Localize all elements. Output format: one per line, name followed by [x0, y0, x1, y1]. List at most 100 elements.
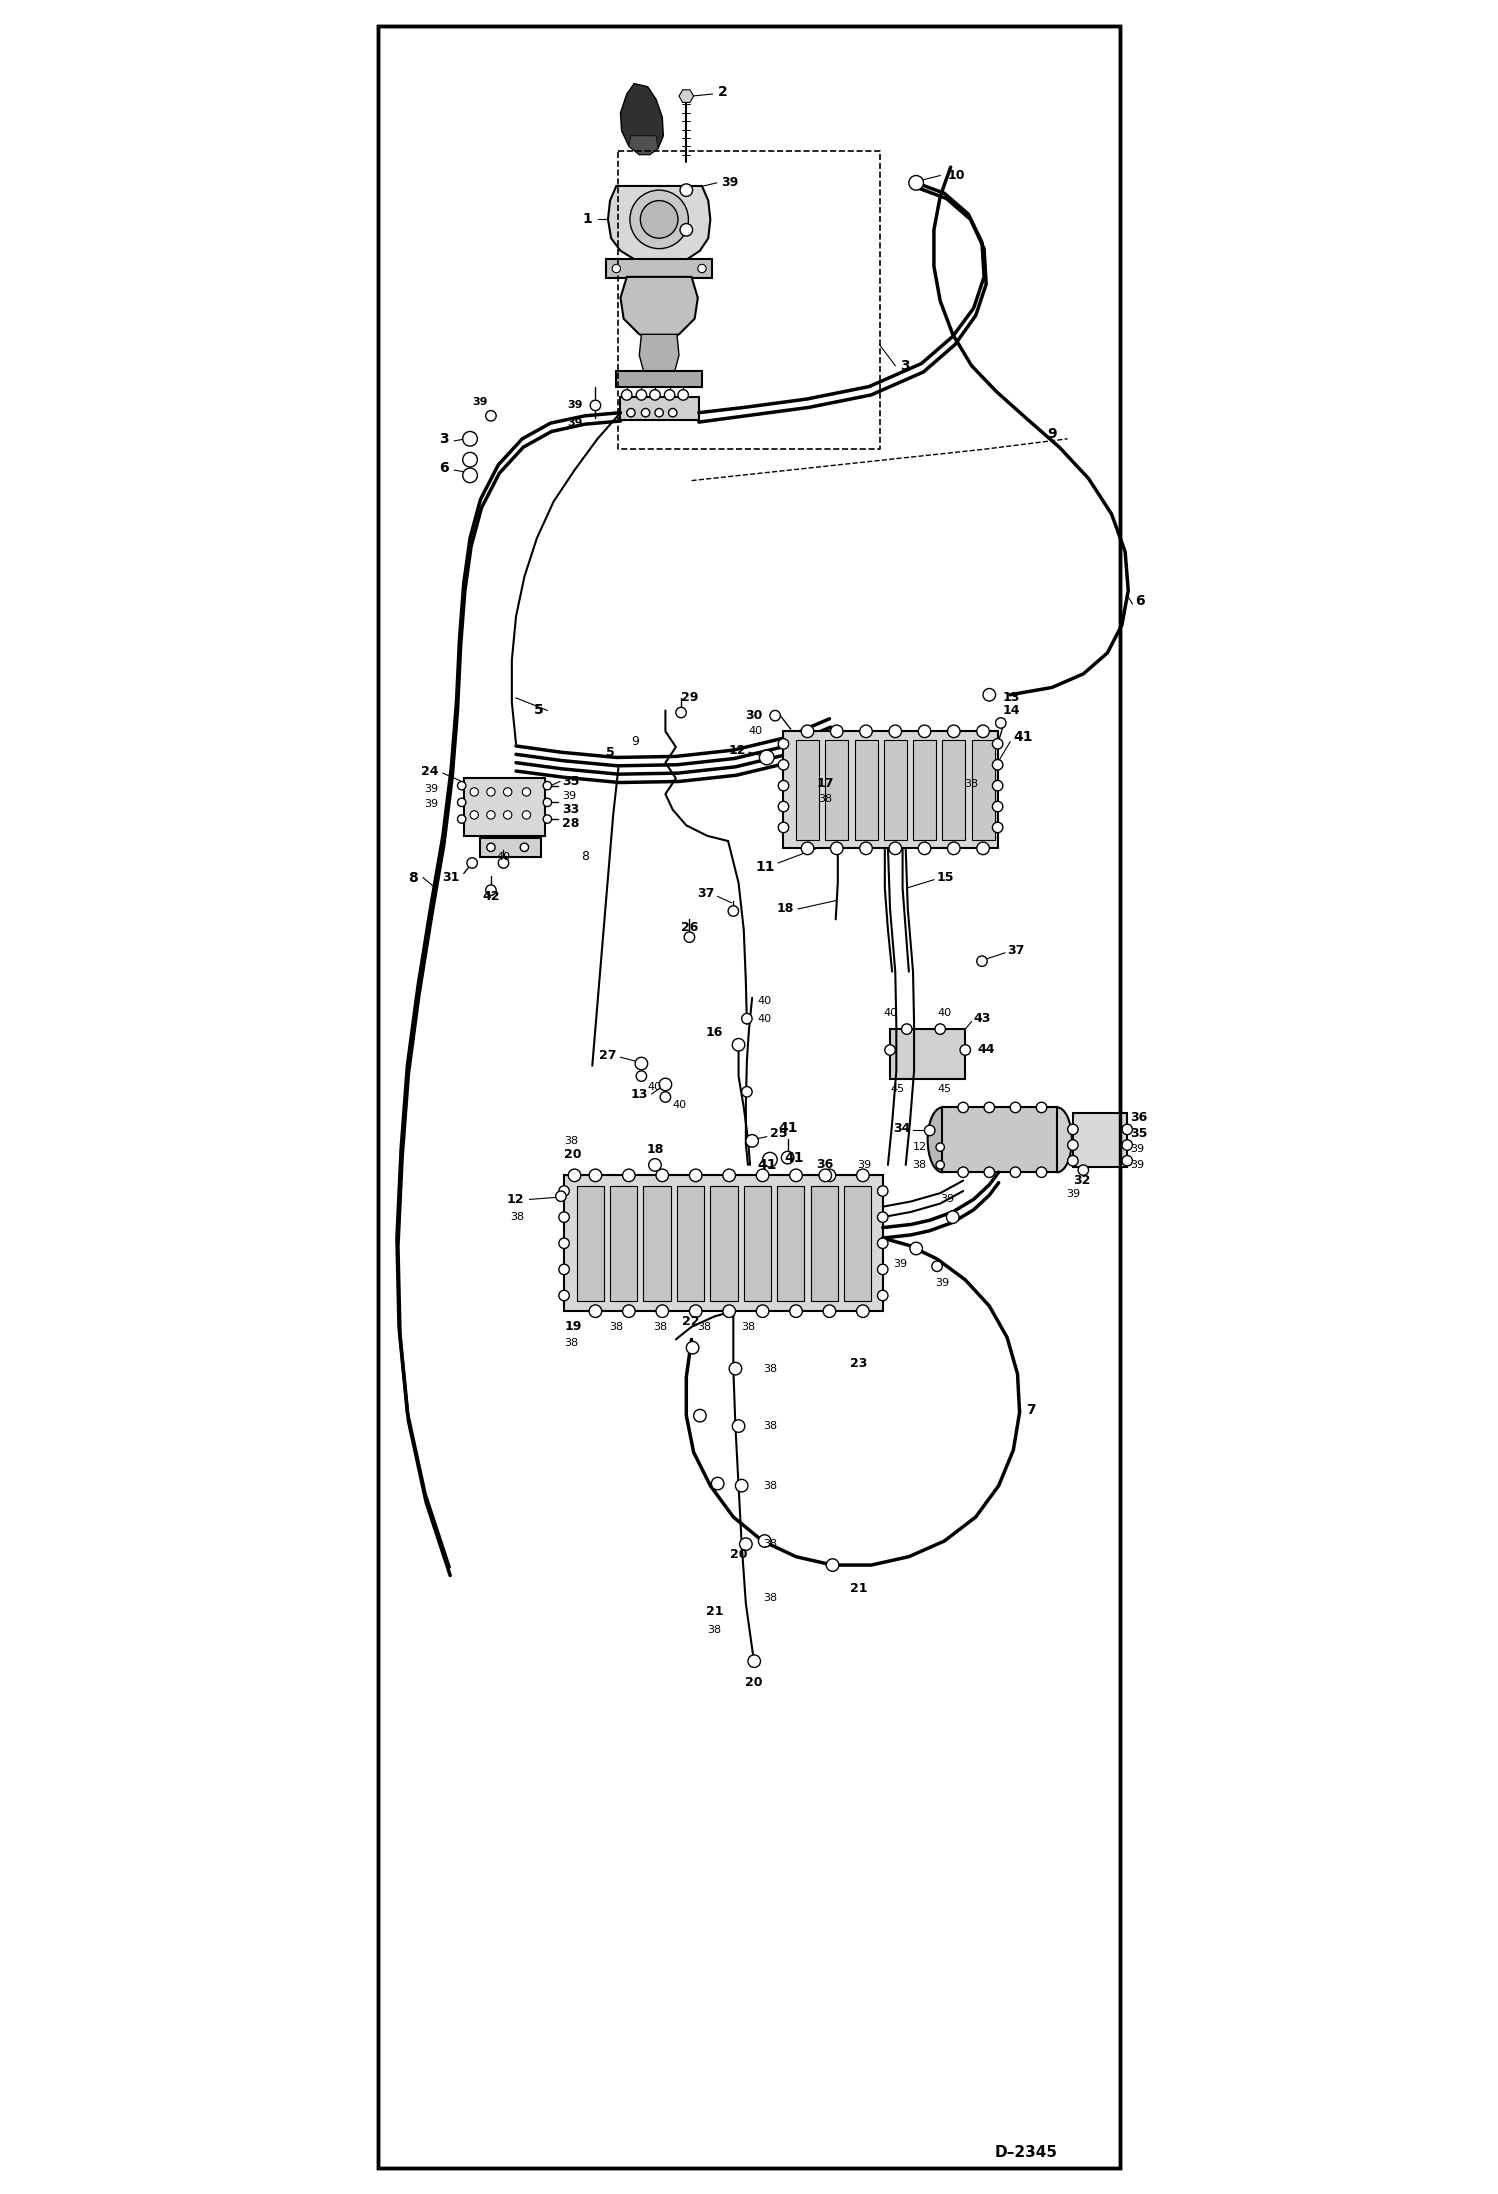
- Text: 3: 3: [900, 358, 911, 373]
- Circle shape: [860, 724, 872, 737]
- Text: 13: 13: [1002, 691, 1020, 704]
- Text: 37: 37: [697, 886, 715, 900]
- Circle shape: [770, 711, 780, 722]
- Text: 12: 12: [506, 1194, 524, 1207]
- Polygon shape: [608, 186, 710, 263]
- Text: 38: 38: [762, 1365, 777, 1373]
- Circle shape: [724, 1305, 736, 1316]
- Text: 42: 42: [482, 891, 500, 904]
- Circle shape: [568, 1169, 581, 1183]
- Circle shape: [487, 788, 496, 796]
- Circle shape: [1010, 1167, 1020, 1178]
- Text: 29: 29: [682, 691, 698, 704]
- Circle shape: [559, 1211, 569, 1222]
- Circle shape: [948, 724, 960, 737]
- Circle shape: [993, 801, 1002, 812]
- Text: 45: 45: [938, 1084, 951, 1093]
- Circle shape: [878, 1185, 888, 1196]
- Bar: [644, 1185, 671, 1301]
- Circle shape: [984, 1167, 995, 1178]
- Circle shape: [801, 842, 813, 856]
- Circle shape: [637, 391, 647, 399]
- Text: 38: 38: [762, 1593, 777, 1604]
- Text: 38: 38: [818, 794, 833, 805]
- Circle shape: [665, 391, 674, 399]
- Circle shape: [830, 842, 843, 856]
- Text: 38: 38: [610, 1321, 623, 1332]
- Circle shape: [559, 1290, 569, 1301]
- Text: 12: 12: [728, 744, 746, 757]
- Text: 10: 10: [948, 169, 965, 182]
- Text: 39: 39: [568, 419, 583, 428]
- Circle shape: [932, 1262, 942, 1273]
- Circle shape: [1122, 1156, 1132, 1165]
- Text: 17: 17: [816, 777, 834, 790]
- Circle shape: [983, 689, 996, 702]
- Text: 40: 40: [496, 851, 511, 862]
- Text: 33: 33: [562, 803, 580, 816]
- Circle shape: [650, 391, 661, 399]
- Circle shape: [589, 1169, 602, 1183]
- Circle shape: [499, 858, 509, 869]
- Circle shape: [779, 759, 789, 770]
- Text: 39: 39: [935, 1277, 950, 1288]
- Text: 38: 38: [707, 1626, 722, 1635]
- Text: 8: 8: [407, 871, 418, 884]
- Bar: [777, 1185, 804, 1301]
- Text: 13: 13: [631, 1088, 647, 1101]
- Text: 30: 30: [745, 709, 762, 722]
- Circle shape: [779, 823, 789, 834]
- Circle shape: [936, 1143, 944, 1152]
- Text: 20: 20: [565, 1147, 581, 1161]
- Circle shape: [736, 1479, 748, 1492]
- Circle shape: [909, 1242, 923, 1255]
- Circle shape: [819, 1169, 831, 1183]
- Polygon shape: [620, 83, 664, 154]
- Circle shape: [957, 1101, 968, 1112]
- Circle shape: [758, 1536, 771, 1547]
- Circle shape: [789, 1305, 803, 1316]
- Text: 8: 8: [581, 851, 589, 862]
- Circle shape: [686, 1341, 700, 1354]
- Circle shape: [656, 1305, 668, 1316]
- Circle shape: [857, 1305, 869, 1316]
- Text: 23: 23: [849, 1356, 867, 1369]
- Circle shape: [1010, 1101, 1020, 1112]
- Circle shape: [756, 1169, 768, 1183]
- Circle shape: [728, 906, 739, 917]
- Circle shape: [733, 1038, 745, 1051]
- Circle shape: [559, 1185, 569, 1196]
- Circle shape: [503, 788, 512, 796]
- Text: 27: 27: [599, 1049, 616, 1062]
- Text: 20: 20: [746, 1676, 762, 1689]
- Circle shape: [470, 812, 478, 818]
- Text: 7: 7: [1026, 1404, 1035, 1417]
- Circle shape: [463, 467, 478, 483]
- Text: 41: 41: [1013, 731, 1032, 744]
- Circle shape: [779, 739, 789, 748]
- Text: 3: 3: [439, 432, 449, 445]
- Text: 43: 43: [974, 1011, 992, 1025]
- Circle shape: [556, 1191, 566, 1202]
- Circle shape: [993, 739, 1002, 748]
- Circle shape: [724, 1169, 736, 1183]
- Circle shape: [523, 812, 530, 818]
- Circle shape: [485, 884, 496, 895]
- Circle shape: [637, 1071, 647, 1082]
- Circle shape: [544, 781, 551, 790]
- Circle shape: [544, 799, 551, 807]
- Circle shape: [957, 1167, 968, 1178]
- Circle shape: [649, 1158, 661, 1172]
- Circle shape: [779, 781, 789, 790]
- Circle shape: [801, 724, 813, 737]
- Text: 39: 39: [1065, 1189, 1080, 1200]
- Text: 39: 39: [857, 1161, 870, 1169]
- Circle shape: [463, 452, 478, 467]
- Text: 41: 41: [756, 1158, 776, 1172]
- Text: 39: 39: [568, 399, 583, 410]
- Circle shape: [698, 263, 706, 272]
- Polygon shape: [620, 276, 698, 340]
- Text: 44: 44: [978, 1044, 995, 1058]
- Circle shape: [878, 1211, 888, 1222]
- Circle shape: [857, 1169, 869, 1183]
